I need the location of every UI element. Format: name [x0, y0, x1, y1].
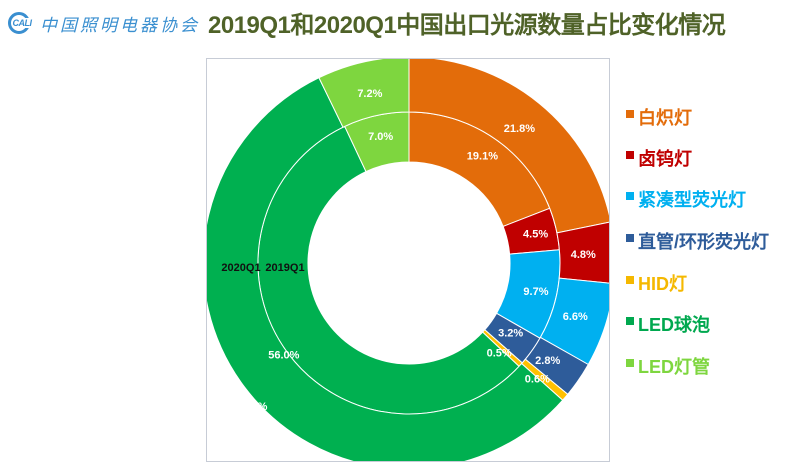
legend-item-cfl: 紧凑型荧光灯 — [626, 186, 746, 212]
legend-swatch-icon — [626, 234, 634, 242]
legend-label: HID灯 — [638, 274, 687, 294]
chart-title: 2019Q1和2020Q1中国出口光源数量占比变化情况 — [208, 12, 726, 39]
data-label: 9.7% — [523, 286, 548, 298]
legend-label: 卤钨灯 — [638, 149, 692, 169]
legend-item-led-bulb: LED球泡 — [626, 311, 710, 337]
data-label: 0.5% — [487, 347, 512, 359]
legend-item-incandescent: 白炽灯 — [626, 104, 692, 130]
legend-swatch-icon — [626, 359, 634, 367]
legend-label: 白炽灯 — [638, 108, 692, 128]
data-label: 7.2% — [357, 88, 382, 100]
legend-label: LED灯管 — [638, 357, 710, 377]
logo-text: 中国照明电器协会 — [40, 15, 200, 36]
donut-segment-2020Q1-5 — [207, 77, 564, 461]
data-label: 56.0% — [268, 349, 299, 361]
legend-swatch-icon — [626, 276, 634, 284]
series-name-label: 2019Q1 — [265, 262, 304, 274]
data-label: 2.8% — [535, 355, 560, 367]
series-name-label: 2020Q1 — [221, 262, 260, 274]
chart-area: 19.1% 4.5% 9.7% 3.2% 0.5% 56.0% 7.0% 21.8% 4.8% 6… — [206, 58, 610, 462]
legend-item-hid: HID灯 — [626, 270, 687, 296]
legend-swatch-icon — [626, 110, 634, 118]
legend-item-halogen: 卤钨灯 — [626, 145, 692, 171]
logo-badge-icon: CALI — [8, 12, 32, 34]
legend-swatch-icon — [626, 192, 634, 200]
donut-chart: 19.1% 4.5% 9.7% 3.2% 0.5% 56.0% 7.0% 21.8% 4.8% 6… — [207, 59, 609, 461]
donut-segment-2020Q1-0 — [408, 59, 609, 234]
legend-label: LED球泡 — [638, 315, 710, 335]
data-label: 21.8% — [504, 123, 535, 135]
logo: CALI 中国照明电器协会 — [8, 10, 200, 36]
data-label: 4.5% — [523, 228, 548, 240]
donut-segment-2020Q1-6 — [318, 59, 410, 128]
data-label: 56.2% — [236, 401, 267, 413]
legend-item-led-tube: LED灯管 — [626, 353, 710, 379]
data-label: 19.1% — [467, 151, 498, 163]
legend-label: 紧凑型荧光灯 — [638, 190, 746, 210]
data-label: 3.2% — [498, 328, 523, 340]
data-label: 4.8% — [571, 249, 596, 261]
data-label: 7.0% — [368, 131, 393, 143]
legend-swatch-icon — [626, 151, 634, 159]
data-label: 0.6% — [525, 374, 550, 386]
legend-swatch-icon — [626, 317, 634, 325]
legend-label: 直管/环形荧光灯 — [638, 232, 770, 252]
data-label: 6.6% — [563, 311, 588, 323]
logo-abbr: CALI — [12, 18, 32, 28]
legend-item-linear-fluorescent: 直管/环形荧光灯 — [626, 228, 769, 254]
